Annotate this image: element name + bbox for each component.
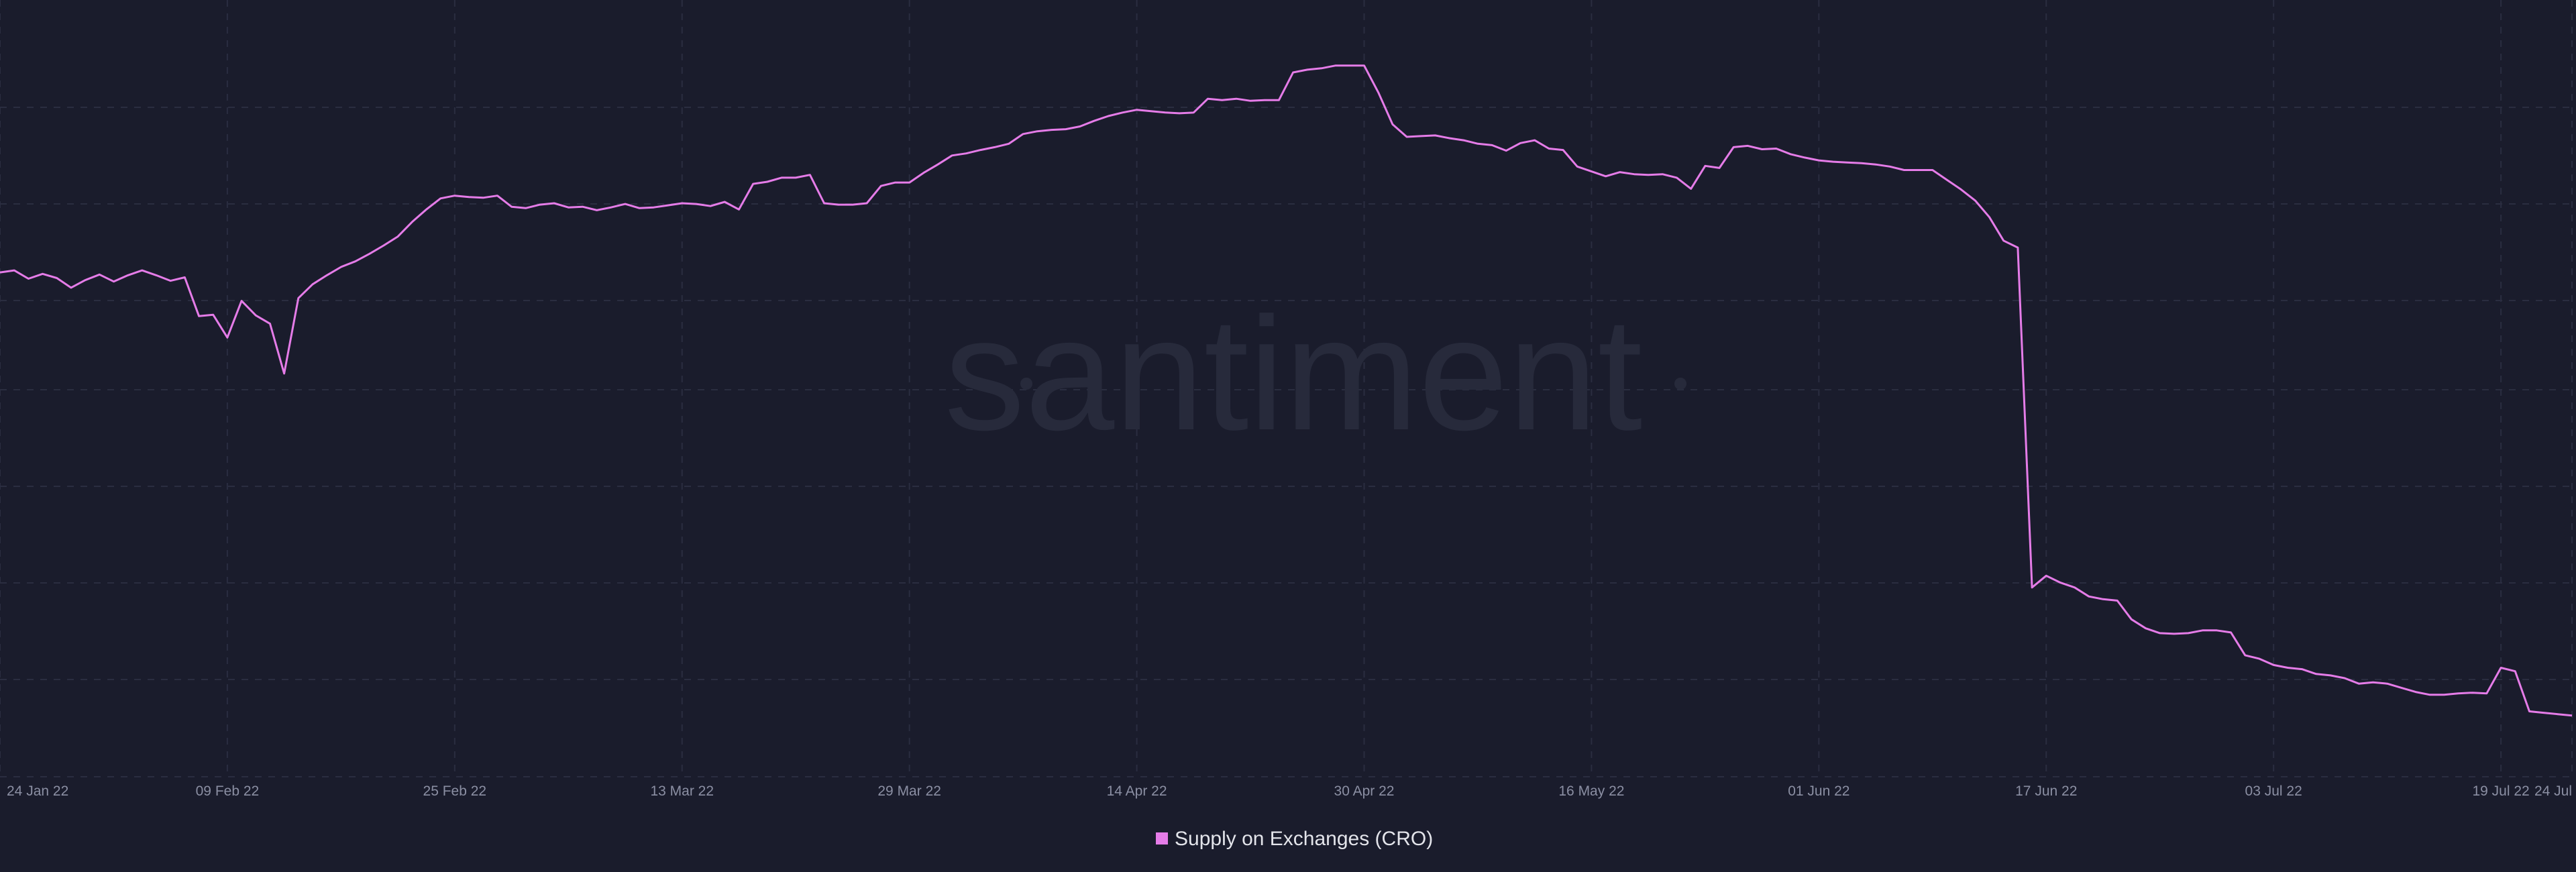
x-tick-label: 09 Feb 22 [196,783,260,799]
x-tick-label: 17 Jun 22 [2015,783,2077,799]
x-tick-label: 19 Jul 22 [2472,783,2529,799]
x-tick-label: 24 Jul [2534,783,2572,799]
x-tick-label: 24 Jan 22 [7,783,68,799]
x-tick-label: 03 Jul 22 [2245,783,2302,799]
watermark-right-dot [1674,378,1686,390]
watermark-left-dot [1020,378,1032,390]
x-tick-label: 25 Feb 22 [423,783,487,799]
x-tick-label: 13 Mar 22 [650,783,714,799]
watermark-text: santiment [945,284,1643,464]
series-layer [0,64,2573,717]
chart-grid [0,0,2573,777]
legend-swatch [1156,832,1168,844]
x-tick-label: 16 May 22 [1558,783,1624,799]
chart-legend[interactable]: Supply on Exchanges (CRO) [1156,828,1433,850]
legend-label: Supply on Exchanges (CRO) [1175,828,1433,850]
x-tick-label: 30 Apr 22 [1334,783,1395,799]
x-axis-ticks: 24 Jan 22 09 Feb 22 25 Feb 22 13 Mar 22 29 M… [7,783,2572,799]
x-tick-label: 01 Jun 22 [1788,783,1849,799]
santiment-watermark: santiment [945,284,1686,464]
series-line-supply-on-exchanges [0,64,2573,717]
x-tick-label: 14 Apr 22 [1107,783,1167,799]
x-tick-label: 29 Mar 22 [877,783,941,799]
